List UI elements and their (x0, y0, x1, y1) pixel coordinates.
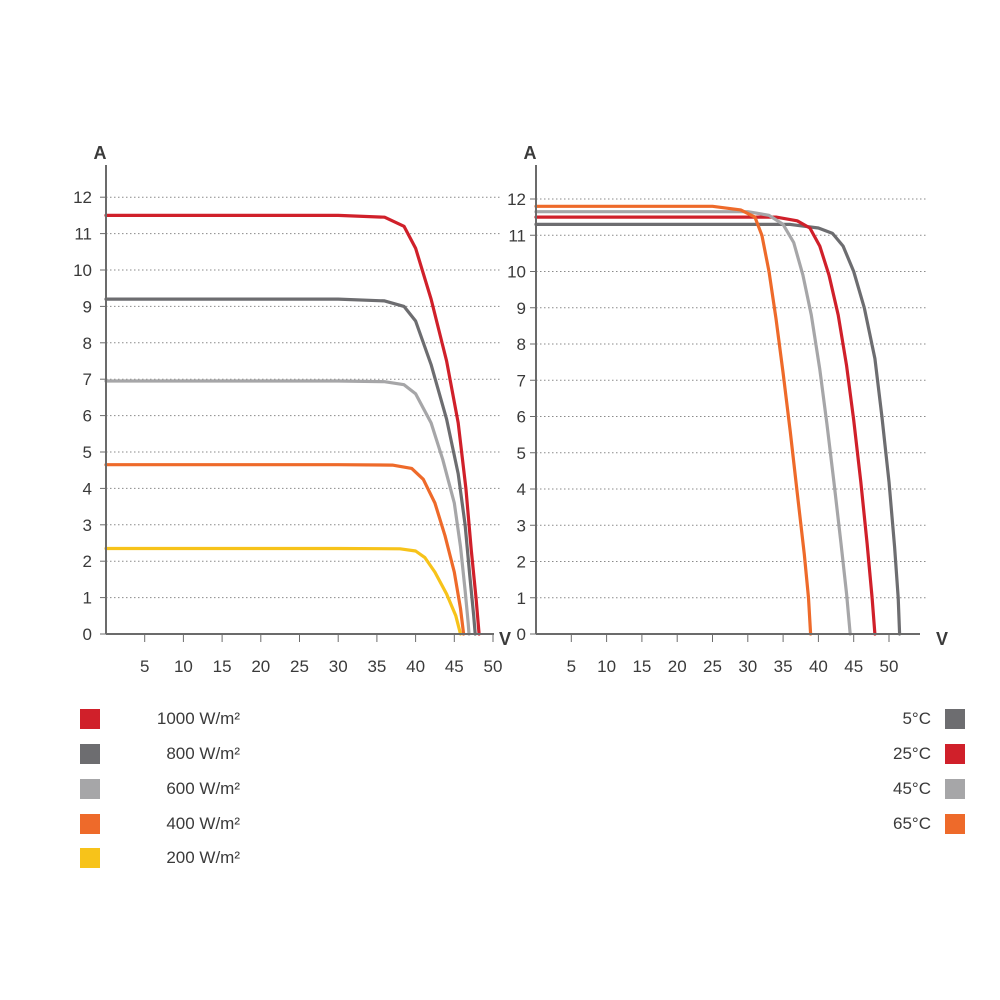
x-tick-label: 25 (703, 657, 722, 676)
legend-item-800: 800 W/m² (80, 742, 280, 766)
legend-label: 45°C (893, 779, 931, 798)
legend-swatch (945, 744, 965, 764)
x-tick-label: 30 (329, 657, 348, 676)
y-tick-label: 8 (517, 335, 526, 354)
legend-label: 5°C (902, 709, 931, 728)
series-line (104, 297, 477, 636)
y-tick-label: 7 (83, 370, 92, 389)
y-axis-unit-label: A (524, 143, 537, 163)
y-tick-label: 7 (517, 371, 526, 390)
y-tick-label: 11 (508, 226, 526, 245)
series-line (104, 463, 466, 636)
x-tick-label: 35 (367, 657, 386, 676)
y-axis-unit-label: A (94, 143, 107, 163)
y-tick-label: 2 (517, 553, 526, 572)
y-tick-label: 0 (517, 625, 526, 644)
legend-swatch (80, 709, 100, 729)
x-tick-label: 10 (174, 657, 193, 676)
x-tick-label: 40 (406, 657, 425, 676)
series-line (104, 213, 481, 636)
legend-item-25c: 25°C (860, 742, 965, 766)
y-tick-label: 9 (83, 297, 92, 316)
x-tick-label: 50 (484, 657, 503, 676)
legend-swatch (945, 779, 965, 799)
y-tick-label: 5 (517, 444, 526, 463)
x-tick-label: 10 (597, 657, 616, 676)
legend-label: 25°C (893, 744, 931, 763)
legend-label: 600 W/m² (166, 779, 240, 798)
legend-item-1000: 1000 W/m² (80, 707, 280, 731)
x-axis-unit-label: V (936, 629, 948, 649)
y-tick-label: 1 (517, 589, 526, 608)
y-tick-label: 6 (517, 408, 526, 427)
x-tick-label: 20 (251, 657, 270, 676)
y-tick-label: 12 (507, 190, 526, 209)
series-line (534, 210, 852, 636)
series-line (534, 204, 813, 636)
y-tick-label: 4 (517, 480, 526, 499)
x-axis-unit-label: V (499, 629, 511, 649)
legend-swatch (80, 814, 100, 834)
x-tick-label: 45 (445, 657, 464, 676)
y-tick-label: 3 (517, 516, 526, 535)
y-tick-label: 2 (83, 552, 92, 571)
x-tick-label: 5 (567, 657, 576, 676)
x-tick-label: 25 (290, 657, 309, 676)
y-tick-label: 4 (83, 479, 92, 498)
y-tick-label: 10 (73, 261, 92, 280)
series-line (104, 546, 463, 636)
legend-item-600: 600 W/m² (80, 777, 280, 801)
x-tick-label: 20 (668, 657, 687, 676)
x-tick-label: 50 (880, 657, 899, 676)
x-tick-label: 40 (809, 657, 828, 676)
x-tick-label: 15 (213, 657, 232, 676)
legend-swatch (945, 814, 965, 834)
y-tick-label: 0 (83, 625, 92, 644)
series-line (534, 222, 902, 636)
series-line (534, 215, 877, 636)
legend-item-200: 200 W/m² (80, 846, 280, 870)
y-tick-label: 6 (83, 407, 92, 426)
y-tick-label: 10 (507, 263, 526, 282)
legend-swatch (80, 848, 100, 868)
y-tick-label: 5 (83, 443, 92, 462)
legend-label: 1000 W/m² (156, 709, 240, 728)
legend-item-400: 400 W/m² (80, 812, 280, 836)
legend-label: 800 W/m² (166, 744, 240, 763)
x-tick-label: 45 (844, 657, 863, 676)
y-tick-label: 3 (83, 516, 92, 535)
legend-label: 200 W/m² (166, 848, 240, 867)
y-tick-label: 11 (74, 225, 92, 244)
y-tick-label: 1 (83, 589, 92, 608)
x-tick-label: 15 (632, 657, 651, 676)
x-tick-label: 30 (738, 657, 757, 676)
legend-swatch (80, 744, 100, 764)
legend-swatch (945, 709, 965, 729)
y-tick-label: 9 (517, 299, 526, 318)
legend-swatch (80, 779, 100, 799)
legend-item-45c: 45°C (860, 777, 965, 801)
x-tick-label: 5 (140, 657, 149, 676)
legend-item-65c: 65°C (860, 812, 965, 836)
x-tick-label: 35 (774, 657, 793, 676)
legend-label: 65°C (893, 814, 931, 833)
y-tick-label: 12 (73, 188, 92, 207)
series-line (104, 379, 471, 636)
legend-item-5c: 5°C (860, 707, 965, 731)
y-tick-label: 8 (83, 334, 92, 353)
legend-label: 400 W/m² (166, 814, 240, 833)
